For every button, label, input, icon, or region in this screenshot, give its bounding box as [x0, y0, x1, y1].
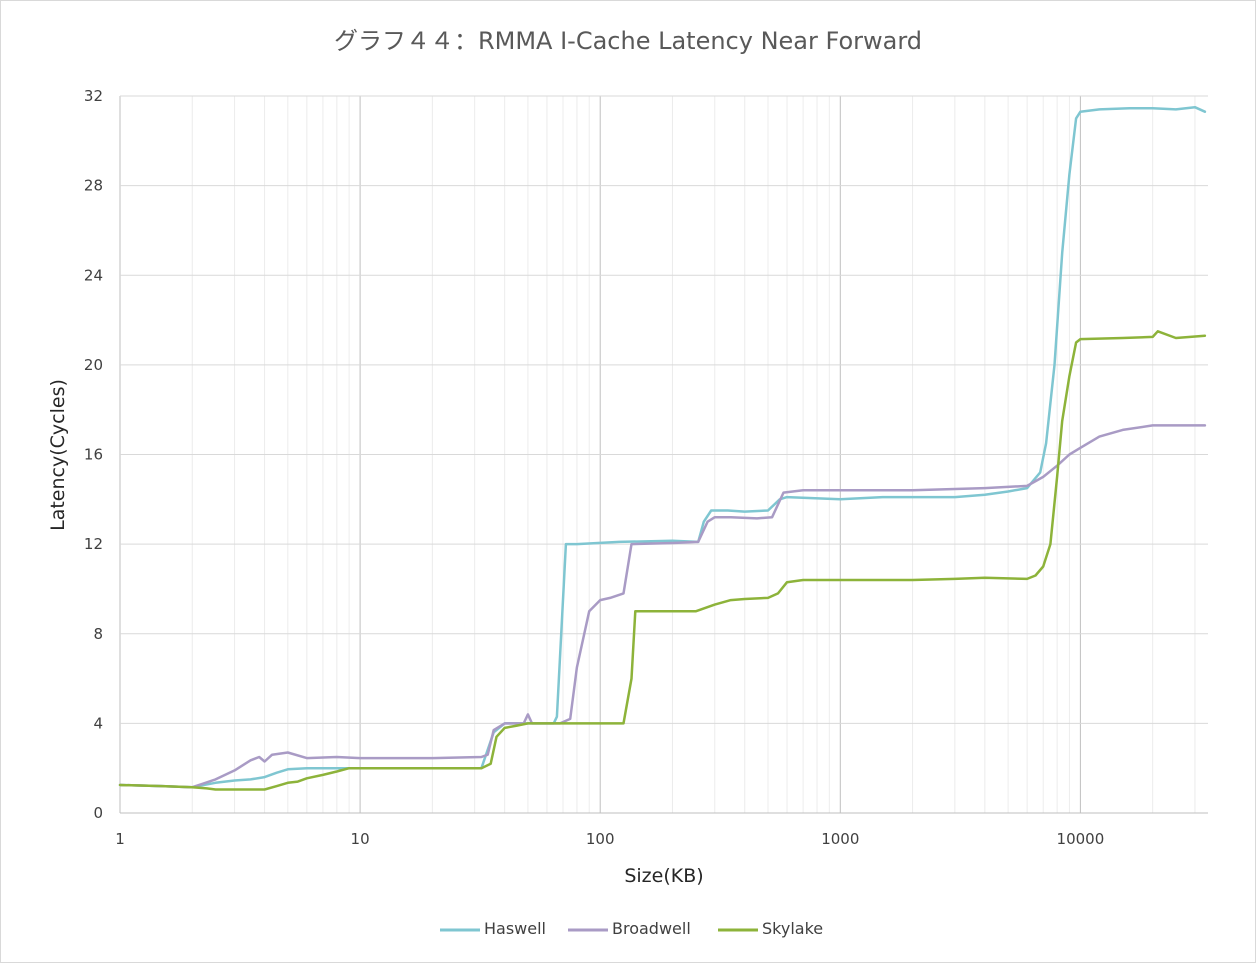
legend-label-broadwell: Broadwell	[612, 919, 691, 938]
y-tick-label: 24	[84, 266, 103, 284]
x-tick-label: 1	[115, 830, 125, 848]
y-axis-label: Latency(Cycles)	[47, 379, 69, 531]
x-tick-label: 100	[586, 830, 615, 848]
x-tick-label: 10000	[1057, 830, 1105, 848]
series-line-broadwell	[118, 424, 1207, 789]
legend: Haswell Broadwell Skylake	[440, 919, 823, 938]
x-tick-label: 1000	[821, 830, 859, 848]
legend-label-skylake: Skylake	[762, 919, 823, 938]
tick-labels: 1 10 100 1000 10000 0 4 8 12 16 20 24 28 32	[84, 87, 1104, 848]
y-tick-label: 28	[84, 177, 103, 195]
y-tick-label: 20	[84, 356, 103, 374]
y-tick-label: 32	[84, 87, 103, 105]
series-lines	[118, 105, 1207, 791]
x-tick-label: 10	[351, 830, 370, 848]
series-line-skylake	[118, 330, 1207, 791]
y-tick-label: 12	[84, 535, 103, 553]
series-line-haswell	[118, 105, 1207, 789]
legend-label-haswell: Haswell	[484, 919, 546, 938]
x-axis-label: Size(KB)	[624, 865, 703, 887]
y-tick-label: 16	[84, 446, 103, 464]
y-tick-label: 8	[93, 625, 103, 643]
chart-title: グラフ４４：RMMA I-Cache Latency Near Forward	[334, 27, 922, 55]
y-tick-label: 0	[93, 804, 103, 822]
y-tick-label: 4	[93, 714, 103, 732]
